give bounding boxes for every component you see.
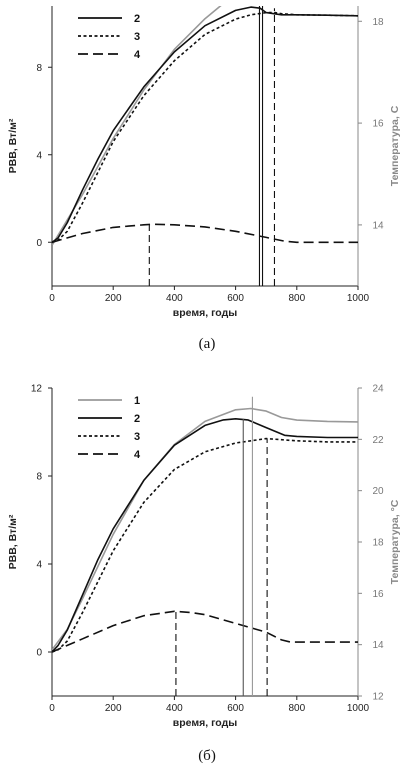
y-tick-label: 8 <box>36 472 42 483</box>
series-line-4 <box>52 610 358 653</box>
series-line-3 <box>52 11 358 244</box>
y2-tick-label: 18 <box>372 17 384 28</box>
y2-axis-label: Температура, °С <box>389 499 401 584</box>
series-line-1 <box>52 407 358 651</box>
y2-tick-label: 20 <box>372 486 384 497</box>
y-tick-label: 4 <box>36 150 42 161</box>
y-tick-label: 8 <box>36 63 42 74</box>
y2-tick-label: 16 <box>372 589 384 600</box>
x-axis-label: время, годы <box>173 717 237 729</box>
y2-tick-label: 22 <box>372 435 384 446</box>
series-line-2 <box>52 418 358 653</box>
y-axis-label: РВВ, Вт/м² <box>7 514 19 569</box>
y-tick-label: 12 <box>31 384 43 395</box>
x-tick-label: 600 <box>227 703 244 714</box>
chart-panel-b: 0 200 400 600 800 10000481212141618202224врем… <box>7 384 401 765</box>
series-line-4 <box>52 223 358 244</box>
x-tick-label: 0 <box>49 703 55 714</box>
y2-tick-label: 12 <box>372 692 384 703</box>
legend-label-2: 2 <box>134 13 140 25</box>
x-tick-label: 400 <box>166 703 183 714</box>
y-tick-label: 0 <box>36 648 42 659</box>
x-tick-label: 800 <box>288 703 305 714</box>
legend-label-3: 3 <box>134 431 140 443</box>
x-tick-label: 1000 <box>347 293 370 304</box>
y-tick-label: 4 <box>36 560 42 571</box>
x-tick-label: 0 <box>49 293 55 304</box>
x-axis-label: время, годы <box>173 307 237 319</box>
x-tick-label: 400 <box>166 293 183 304</box>
series-line-2 <box>52 6 358 243</box>
y-axis-label: РВВ, Вт/м² <box>7 118 19 173</box>
legend-label-4: 4 <box>134 49 141 61</box>
y2-tick-label: 14 <box>372 220 384 231</box>
legend-label-3: 3 <box>134 31 140 43</box>
x-tick-label: 800 <box>288 293 305 304</box>
chart-panel-a: 0 200 400 600 800 1000 0 4 8 14 16 18 время, годы РВВ… <box>7 6 401 352</box>
x-tick-label: 1000 <box>347 703 370 714</box>
legend-label-1: 1 <box>134 395 140 407</box>
legend-label-4: 4 <box>134 449 141 461</box>
x-tick-label: 200 <box>105 703 122 714</box>
panel-caption: (б) <box>198 748 216 764</box>
legend-label-2: 2 <box>134 413 140 425</box>
series-line-3 <box>52 437 358 653</box>
y2-axis-label: Температура, С <box>389 105 401 186</box>
x-tick-label: 200 <box>105 293 122 304</box>
y2-tick-label: 14 <box>372 640 384 651</box>
series-group <box>52 6 358 246</box>
panel-caption: (а) <box>199 336 216 352</box>
series-group <box>52 407 358 653</box>
y-tick-label: 0 <box>36 238 42 249</box>
x-tick-label: 600 <box>227 293 244 304</box>
y2-tick-label: 18 <box>372 538 384 549</box>
y2-tick-label: 24 <box>372 384 384 395</box>
y2-tick-label: 16 <box>372 119 384 130</box>
